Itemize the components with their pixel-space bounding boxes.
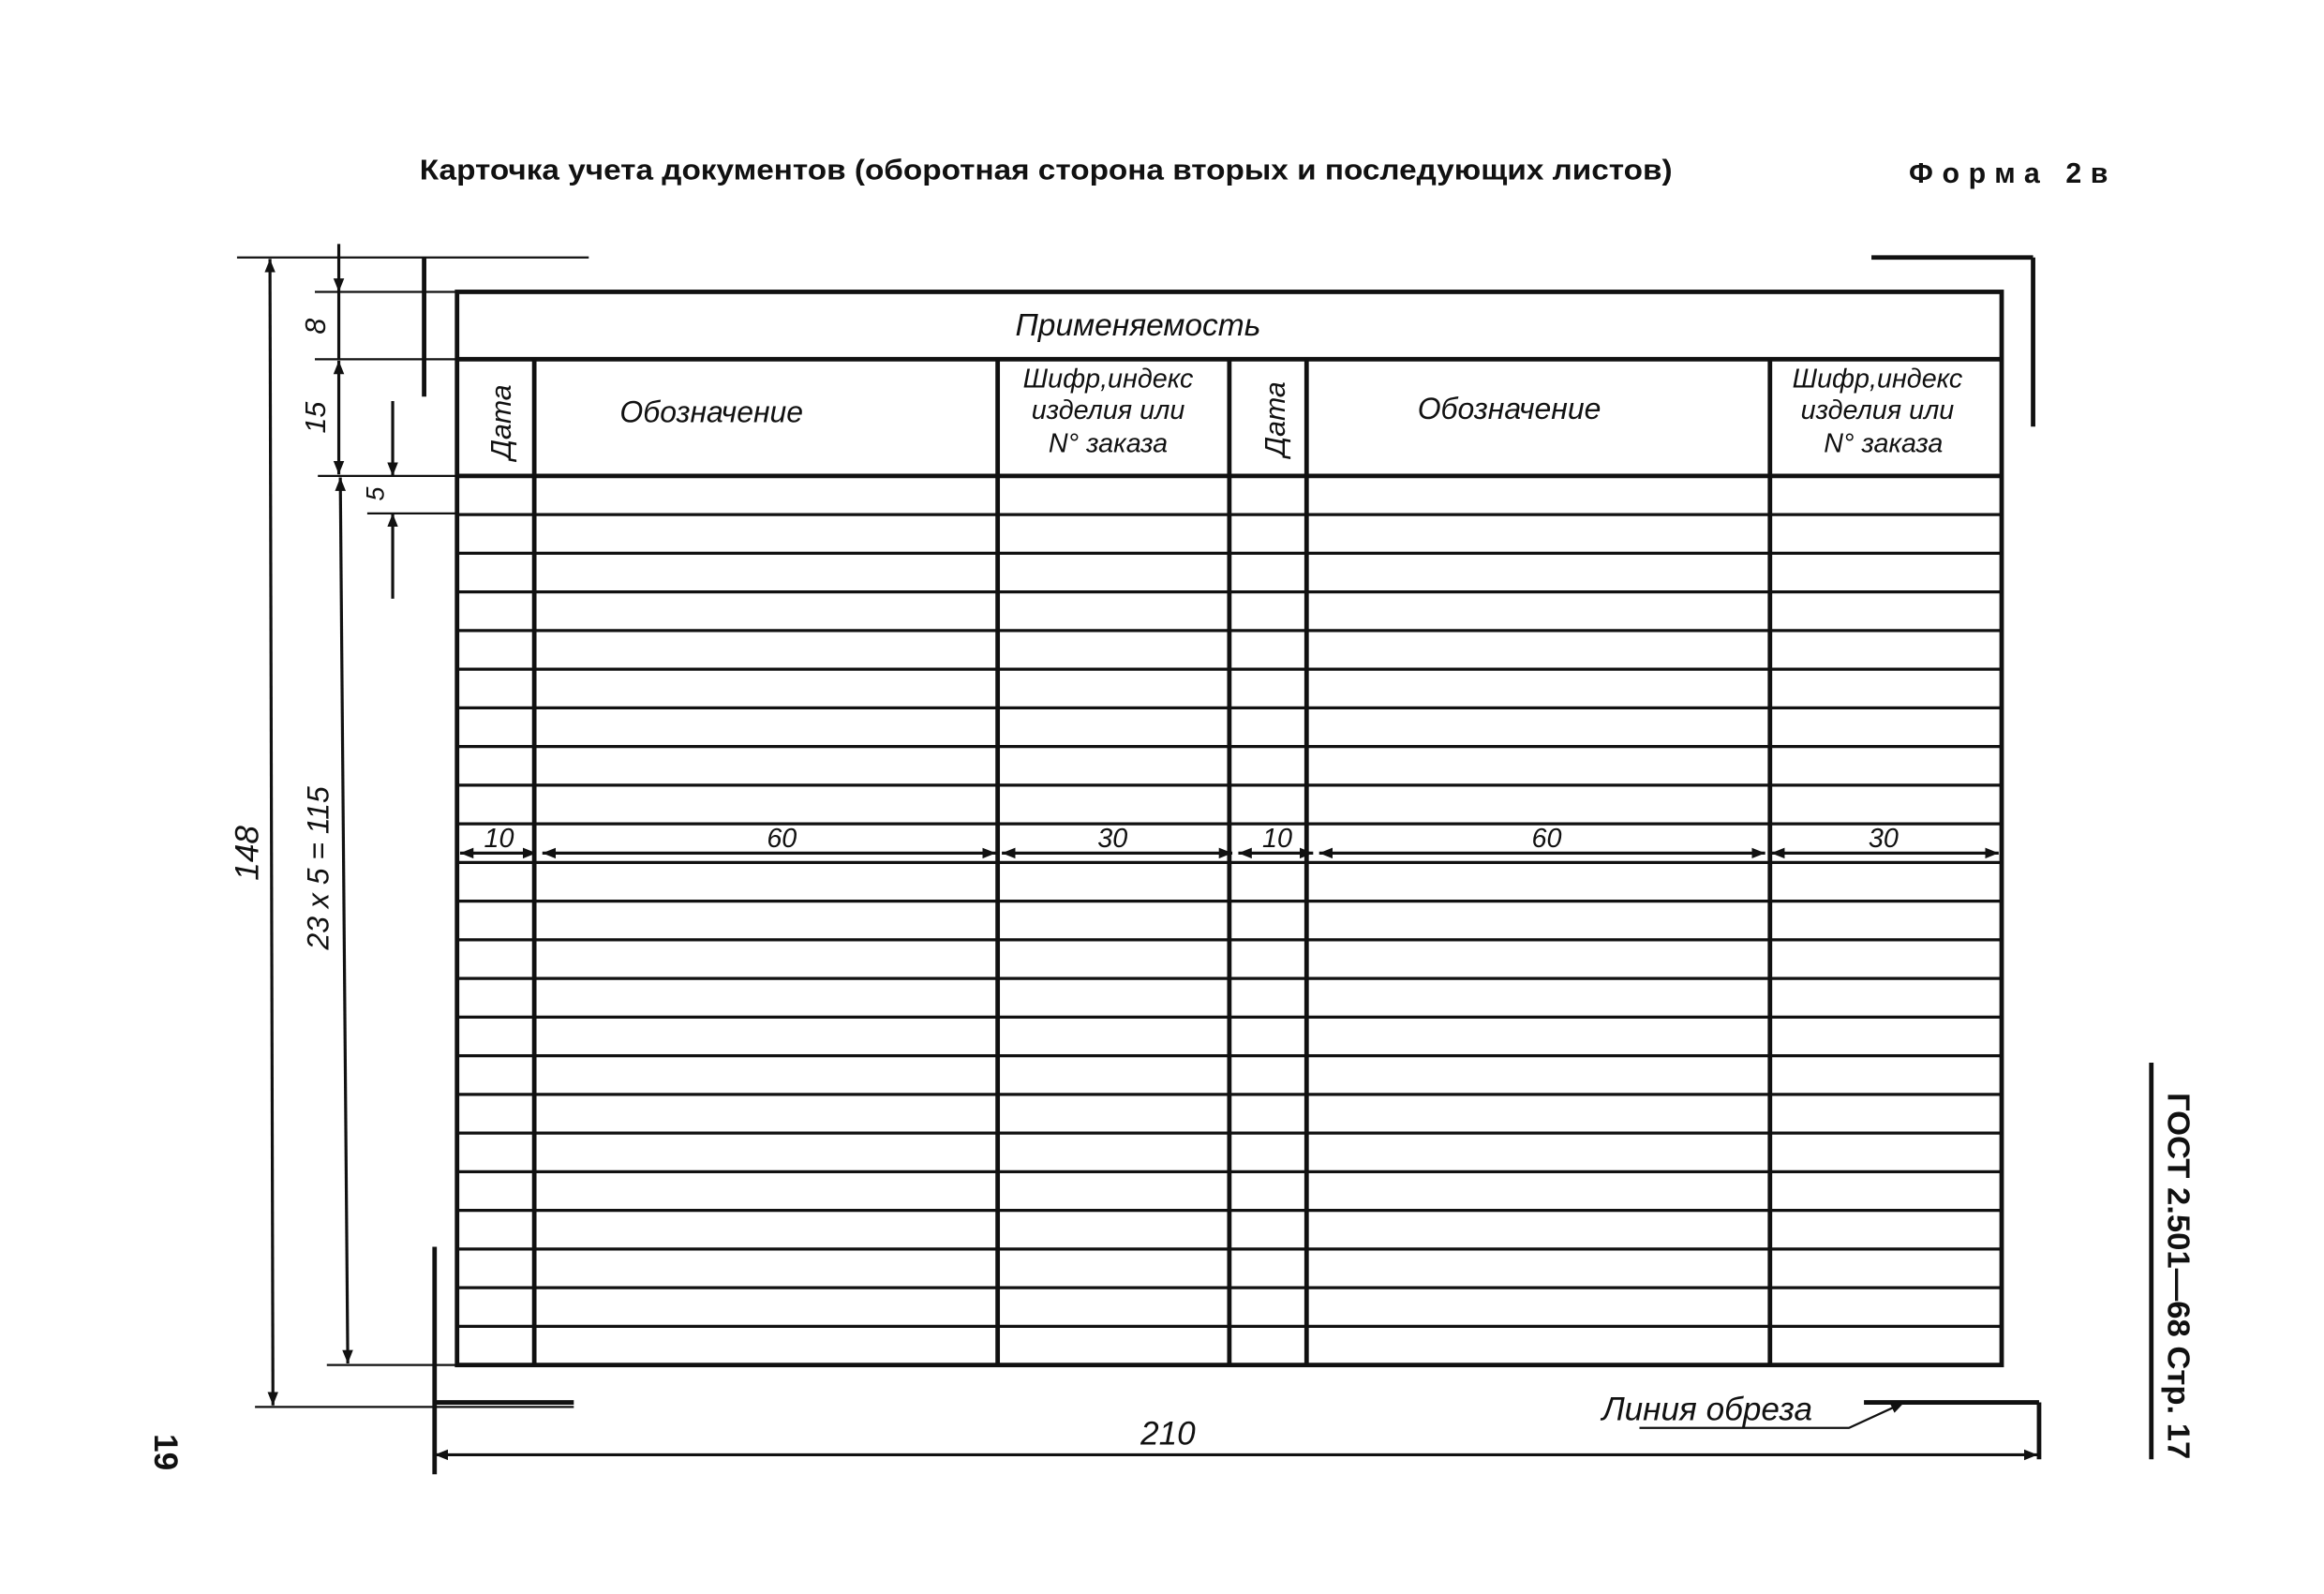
header-code-1-line2: изделия или (1032, 395, 1185, 425)
header-code-1-line1: Шифр,индекс (1023, 365, 1194, 395)
page-title: Карточка учета документов (оборотная сто… (420, 156, 1673, 186)
header-code-2-line3: N° заказа (1824, 428, 1943, 458)
header-applicability: Применяемость (1016, 308, 1261, 343)
dim-label-total-height: 148 (229, 826, 265, 881)
header-date-1: Дата (486, 384, 517, 462)
dim-label-col6: 30 (1869, 824, 1899, 854)
dim-label-col4: 10 (1262, 824, 1292, 854)
dim-label-header2: 15 (301, 402, 332, 434)
cut-line-label: Линия обреза (1601, 1392, 1812, 1428)
side-label: ГОСТ 2.501—68 Стр. 17 (2160, 1093, 2195, 1459)
dim-label-rows: 23 x 5 = 115 (301, 786, 335, 951)
dim-label-row-height: 5 (360, 486, 389, 501)
height-dimensions: 148 8 15 23 x 5 = 115 5 (229, 244, 589, 1408)
header-designation-2: Обозначение (1418, 392, 1601, 425)
dim-label-col3: 30 (1097, 824, 1127, 854)
cut-line-leader (1639, 1401, 1905, 1429)
header-code-1-line3: N° заказа (1049, 428, 1168, 458)
header-code-2-line2: изделия или (1801, 395, 1955, 425)
dim-label-header1: 8 (301, 319, 332, 335)
page-number: 19 (147, 1434, 184, 1470)
column-dimensions: 10 60 30 10 60 30 (459, 824, 1999, 859)
dim-label-total-width: 210 (1140, 1415, 1196, 1452)
dim-arrow-total-height (264, 259, 278, 1406)
form-label: Форма 2в (1909, 158, 2117, 189)
crop-marks (422, 255, 2042, 1475)
header-code-2-line1: Шифр,индекс (1793, 365, 1963, 395)
header-designation-1: Обозначение (619, 395, 803, 428)
dim-arrow-rows (335, 477, 353, 1364)
record-table: Применяемость Дата Обозначение Шифр,инде… (454, 290, 2004, 1368)
dim-label-col2: 60 (767, 824, 797, 854)
dim-label-col1: 10 (484, 824, 514, 854)
header-date-2: Дата (1260, 381, 1291, 459)
dim-label-col5: 60 (1531, 824, 1561, 854)
